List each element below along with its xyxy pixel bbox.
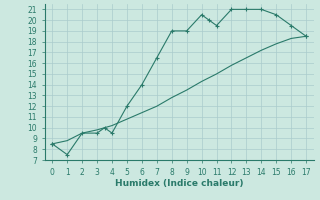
X-axis label: Humidex (Indice chaleur): Humidex (Indice chaleur) bbox=[115, 179, 244, 188]
